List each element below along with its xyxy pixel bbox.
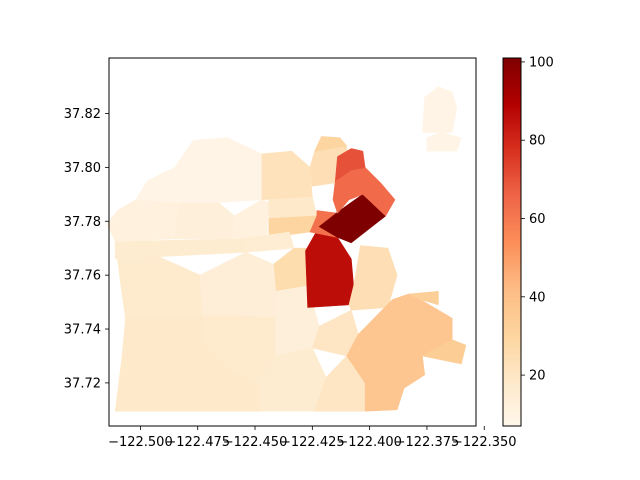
colorbar-tick-label: 20 [529,369,546,384]
colorbar-tick-label: 40 [529,290,546,305]
x-tick-label: −122.425 [280,435,345,450]
region-dogpatch [408,290,439,306]
map-frame [108,57,477,427]
region-twin-peaks [199,251,277,319]
region-sunset-south [114,315,205,412]
region-fishermans-wharf [314,136,348,152]
x-tick-label: −122.450 [223,435,288,450]
y-tick-label: 37.72 [64,376,101,391]
colorbar-tick-label: 60 [529,212,546,227]
region-haight [241,231,295,253]
x-tick-label: −122.375 [395,435,460,450]
region-castro [273,247,311,292]
x-axis: −122.500−122.475−122.450−122.425−122.400… [108,426,517,450]
region-bernal-heights [311,309,359,357]
regions-layer [106,86,467,412]
x-tick-label: −122.475 [165,435,230,450]
x-tick-label: −122.500 [108,435,173,450]
region-golden-gate-park [114,238,247,260]
region-ingleside [204,342,260,412]
region-outer-richmond [106,199,180,242]
y-tick-label: 37.76 [64,269,101,284]
region-inner-richmond [174,202,235,240]
colorbar-tick-label: 80 [529,134,546,149]
region-sunset-north [117,253,203,319]
region-bayview [346,293,453,412]
y-tick-label: 37.78 [64,215,101,230]
region-financial-district [332,167,396,217]
y-tick-label: 37.82 [64,107,101,122]
region-hunters-point [422,339,467,365]
region-yerba-buena [426,132,462,152]
region-potrero-hill [348,245,398,311]
colorbar: 20 40 60 80 100 [502,55,554,427]
x-tick-label: −122.400 [337,435,402,450]
region-north-beach [334,148,366,182]
region-presidio [135,137,263,203]
colorbar-tick-label: 100 [529,55,554,70]
map-axes: −122.500−122.475−122.450−122.425−122.400… [64,57,517,450]
y-axis: 37.72 37.74 37.76 37.78 37.80 37.82 [64,107,109,391]
colorbar-gradient [502,57,522,427]
x-tick-label: −122.350 [452,435,517,450]
y-tick-label: 37.80 [64,161,101,176]
colorbar-ticks: 20 40 60 80 100 [521,55,554,384]
region-treasure-island [422,86,458,133]
region-pacific-heights [268,196,318,219]
region-marina [261,150,313,200]
region-presidio-heights [231,199,270,240]
y-tick-label: 37.74 [64,323,101,338]
